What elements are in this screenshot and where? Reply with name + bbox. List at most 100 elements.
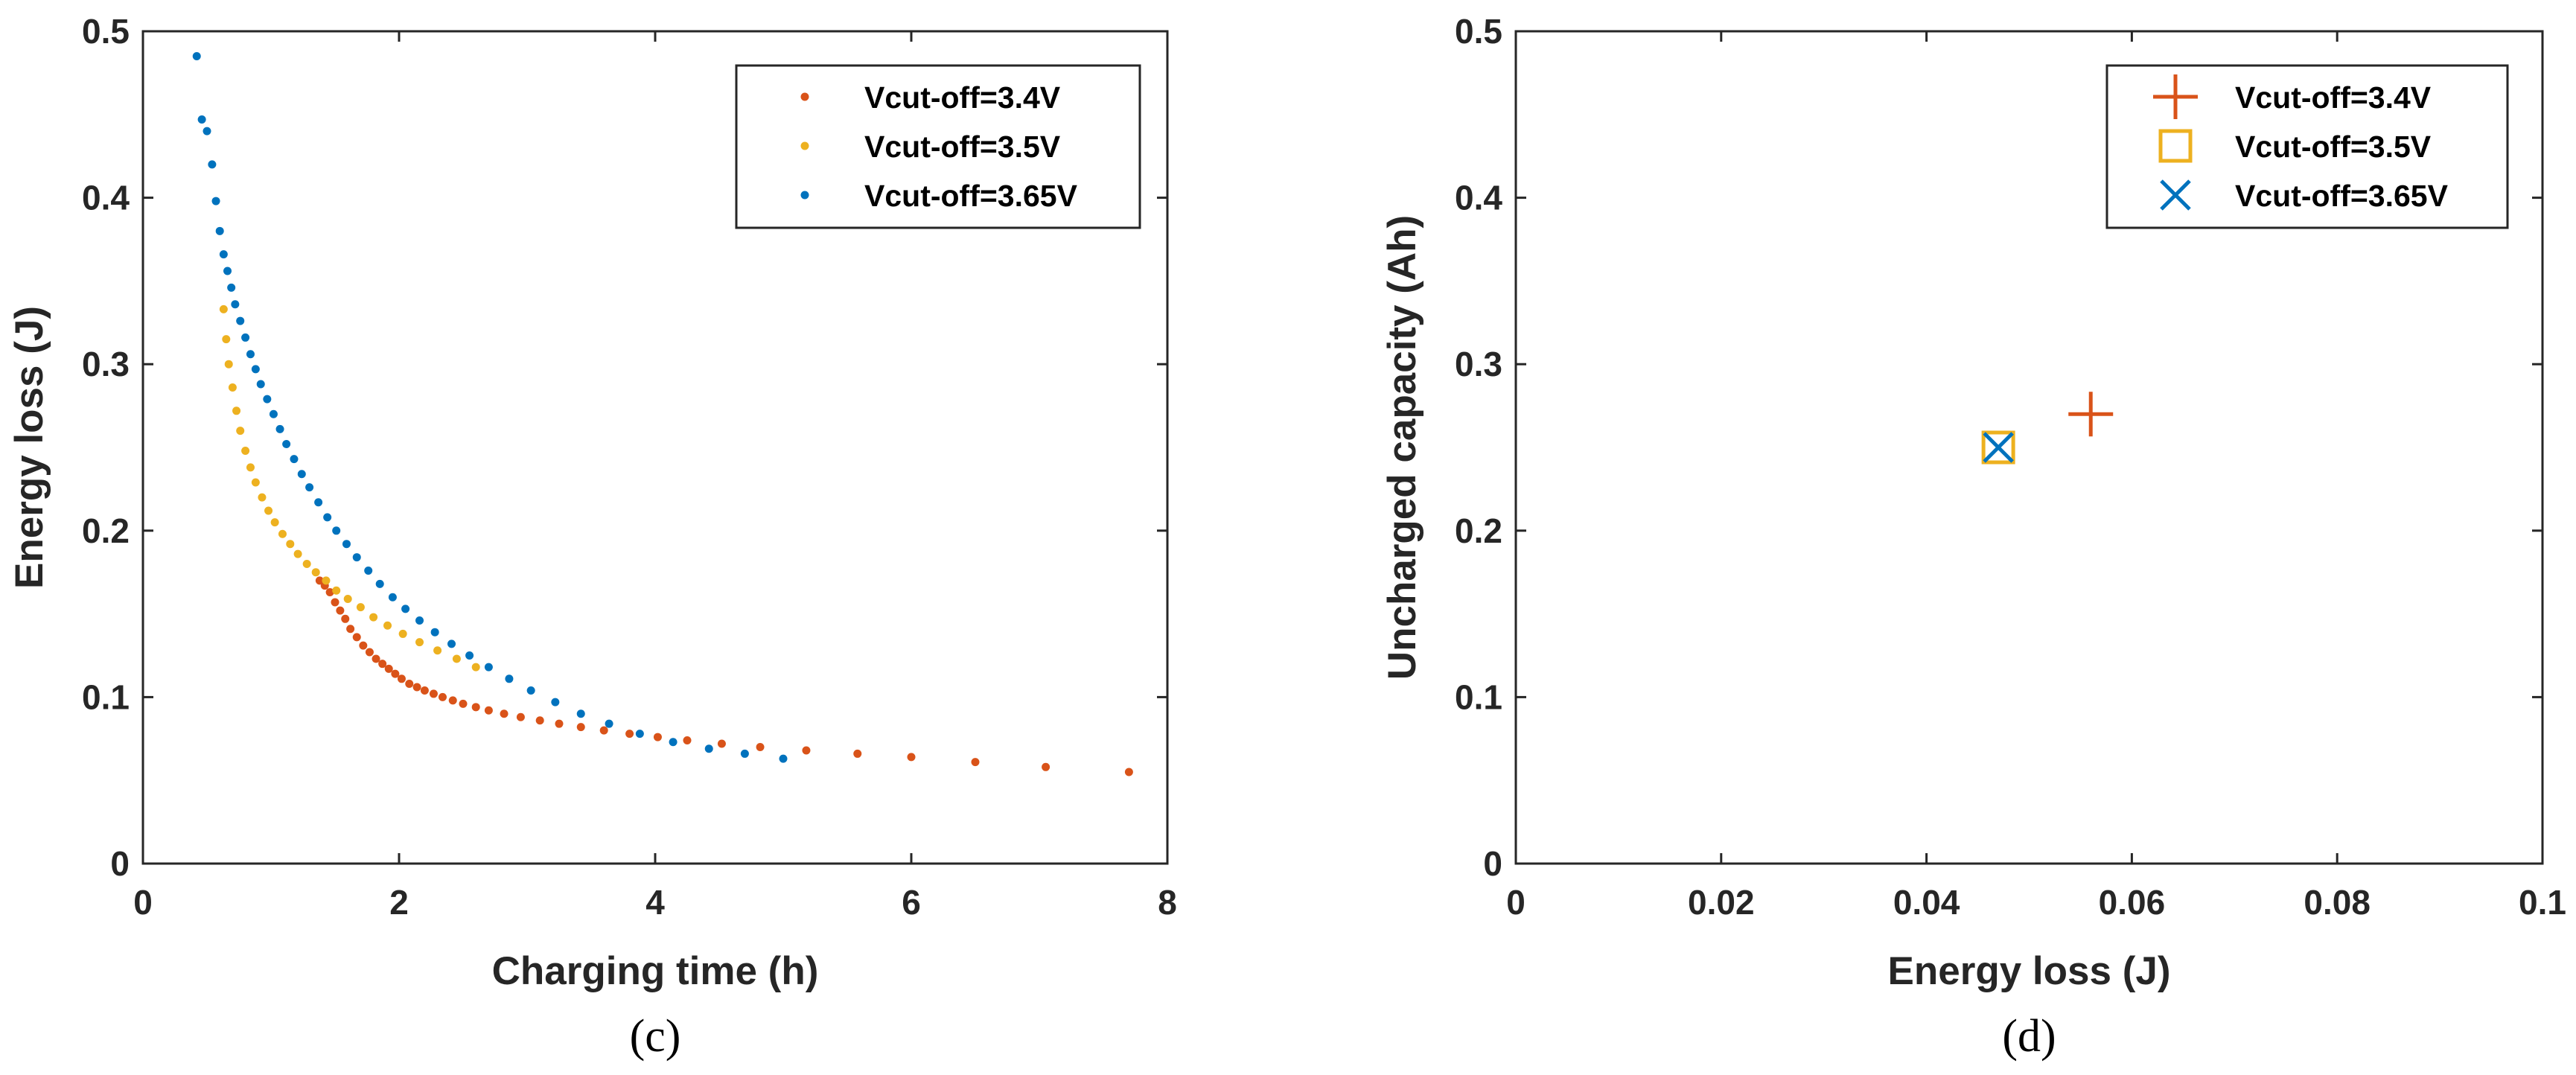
data-point	[500, 709, 508, 718]
data-point	[740, 749, 749, 758]
legend-marker	[2153, 74, 2198, 119]
panel-label: (d)	[2002, 1011, 2056, 1062]
data-point	[471, 703, 480, 712]
y-tick-label: 0	[1483, 844, 1502, 883]
series-2	[1983, 432, 2014, 463]
data-point	[278, 529, 287, 538]
data-point	[297, 470, 306, 479]
data-point	[251, 365, 260, 374]
data-point	[270, 518, 279, 527]
data-point	[211, 197, 220, 205]
data-point	[343, 594, 352, 603]
data-point	[314, 498, 323, 507]
legend-marker	[800, 92, 809, 101]
data-point	[551, 698, 560, 706]
data-point	[430, 628, 439, 637]
data-point	[683, 736, 692, 745]
data-point	[325, 588, 334, 597]
legend: Vcut-off=3.4V Vcut-off=3.5V Vcut-off=3.65V	[735, 64, 1141, 229]
data-point	[653, 733, 662, 741]
data-point	[336, 606, 345, 615]
legend-marker	[2160, 179, 2191, 211]
series-1	[219, 304, 480, 672]
x-tick-label: 8	[1158, 883, 1177, 922]
data-point	[346, 625, 355, 634]
y-tick-label: 0	[110, 844, 130, 883]
data-point	[704, 744, 713, 753]
data-point	[322, 576, 331, 585]
data-point	[241, 333, 250, 342]
data-point	[1981, 430, 2015, 465]
data-point	[192, 52, 201, 61]
data-point	[365, 648, 374, 657]
legend-label: Vcut-off=3.4V	[864, 80, 1061, 115]
x-stroke-2	[1983, 432, 2014, 463]
data-point	[398, 629, 407, 638]
data-point	[576, 723, 585, 732]
series-0	[315, 576, 1133, 776]
data-point	[505, 674, 514, 683]
data-point	[315, 576, 324, 585]
data-point	[263, 395, 272, 403]
y-tick-label: 0.1	[1455, 677, 1502, 716]
x-tick-label: 0.02	[1688, 883, 1755, 922]
data-point	[236, 316, 245, 325]
legend-label: Vcut-off=3.5V	[2235, 130, 2432, 164]
data-point	[203, 127, 211, 135]
data-point	[516, 712, 525, 721]
data-point	[756, 742, 765, 751]
legend-marker	[800, 141, 809, 150]
data-point	[372, 654, 380, 663]
y-axis-label: Energy loss (J)	[7, 306, 51, 589]
data-point	[293, 549, 302, 558]
data-point	[412, 683, 421, 692]
x-axis-label: Energy loss (J)	[1888, 949, 2171, 993]
data-point	[1042, 762, 1051, 771]
data-point	[311, 568, 320, 577]
x-tick-label: 0.08	[2304, 883, 2371, 922]
data-point	[227, 283, 236, 292]
data-point	[352, 633, 361, 642]
y-tick-label: 0.1	[82, 677, 130, 716]
data-point	[635, 730, 644, 739]
data-point	[535, 716, 544, 725]
x-tick-label: 4	[645, 883, 665, 922]
data-point	[779, 754, 788, 763]
data-point	[208, 160, 217, 169]
x-tick-label: 2	[389, 883, 409, 922]
legend-marker	[2158, 129, 2193, 163]
data-point	[231, 300, 240, 309]
data-point	[228, 383, 237, 392]
y-axis-label: Uncharged capacity (Ah)	[1380, 215, 1424, 680]
data-point	[420, 686, 429, 695]
data-point	[452, 654, 461, 663]
series-0	[2068, 392, 2114, 437]
data-point	[391, 669, 400, 678]
x-tick-label: 0	[1506, 883, 1525, 922]
data-point	[332, 526, 341, 535]
data-point	[219, 304, 228, 313]
data-point	[2068, 392, 2114, 437]
data-point	[197, 115, 206, 124]
data-point	[342, 540, 351, 549]
data-point	[669, 738, 678, 747]
data-point	[275, 424, 284, 433]
data-point	[447, 639, 456, 648]
data-point	[471, 663, 480, 672]
y-tick-label: 0.2	[82, 511, 130, 550]
data-point	[1124, 768, 1133, 776]
data-point	[222, 335, 231, 344]
data-point	[341, 614, 350, 623]
series-1	[1981, 430, 2015, 465]
data-point	[378, 660, 387, 669]
legend-label: Vcut-off=3.65V	[864, 179, 1078, 213]
data-point	[264, 506, 273, 515]
data-point	[215, 226, 224, 235]
x-tick-label: 0.04	[1893, 883, 1960, 922]
data-point	[717, 739, 726, 748]
x-tick-label: 0.06	[2099, 883, 2166, 922]
data-point	[246, 350, 255, 359]
data-point	[802, 746, 811, 755]
data-point	[356, 603, 365, 612]
data-point	[605, 719, 613, 728]
